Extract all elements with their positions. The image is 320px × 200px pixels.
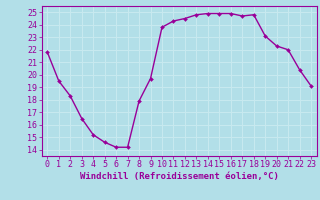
X-axis label: Windchill (Refroidissement éolien,°C): Windchill (Refroidissement éolien,°C) <box>80 172 279 181</box>
